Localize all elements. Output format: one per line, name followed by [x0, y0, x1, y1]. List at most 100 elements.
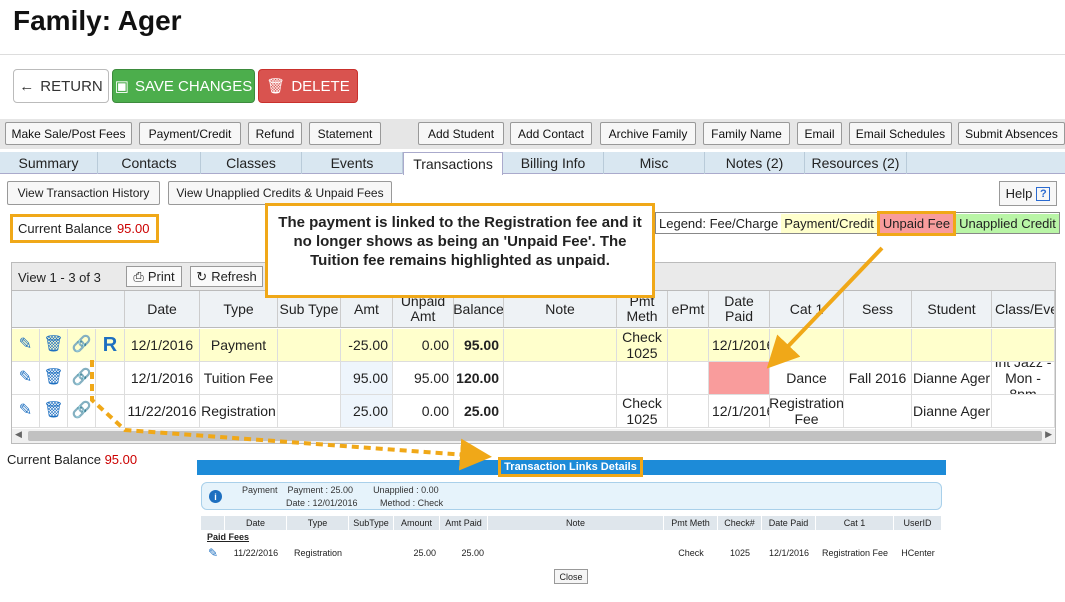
cell-epmt	[668, 329, 709, 362]
help-button[interactable]: Help?	[999, 181, 1057, 206]
cell-subtype	[278, 362, 341, 395]
cell-pmt: Check 1025	[617, 395, 668, 428]
header-sess[interactable]: Sess	[844, 291, 912, 328]
tab-resources[interactable]: Resources (2)	[805, 152, 907, 174]
cell-epmt	[668, 362, 709, 395]
make-sale-button[interactable]: Make Sale/Post Fees	[5, 122, 132, 145]
printer-icon: ⎙	[133, 268, 144, 284]
links-cell-type: Registration	[293, 547, 343, 558]
view-unapplied-credits-button[interactable]: View Unapplied Credits & Unpaid Fees	[168, 181, 392, 205]
legend-unpaid: Unpaid Fee	[876, 210, 957, 236]
links-cell-date: 11/22/2016	[233, 547, 279, 558]
trash-icon: 🗑	[266, 78, 286, 95]
legend-unapplied: Unapplied Credit	[956, 213, 1059, 233]
links-header-cat1: Cat 1	[816, 516, 894, 530]
cell-classev: Int Jazz - Mon - 8pm	[992, 362, 1055, 395]
trash-icon[interactable]: 🗑	[40, 329, 68, 362]
archive-family-button[interactable]: Archive Family	[600, 122, 696, 145]
header-student[interactable]: Student	[912, 291, 992, 328]
link-icon[interactable]: 🔗	[68, 329, 96, 362]
tab-summary[interactable]: Summary	[0, 152, 98, 174]
save-changes-button[interactable]: ▣ SAVE CHANGES	[112, 69, 255, 103]
tab-billing-info[interactable]: Billing Info	[503, 152, 604, 174]
statement-button[interactable]: Statement	[309, 122, 381, 145]
cell-amt: -25.00	[341, 329, 393, 362]
header-date-paid[interactable]: Date Paid	[709, 291, 770, 328]
tab-misc[interactable]: Misc	[604, 152, 705, 174]
header-epmt[interactable]: ePmt	[668, 291, 709, 328]
divider	[0, 54, 1065, 55]
pencil-icon[interactable]: ✎	[12, 362, 40, 395]
cell-unpaid: 0.00	[393, 395, 454, 428]
links-header-pmt-meth: Pmt Meth	[664, 516, 718, 530]
tab-events[interactable]: Events	[302, 152, 403, 174]
payment-credit-button[interactable]: Payment/Credit	[139, 122, 241, 145]
floppy-disk-icon: ▣	[114, 78, 129, 95]
cell-date: 12/1/2016	[125, 329, 200, 362]
trash-icon[interactable]: 🗑	[40, 362, 68, 395]
cell-type: Tuition Fee	[200, 362, 278, 395]
cell-sess	[844, 329, 912, 362]
links-header-amt-paid: Amt Paid	[440, 516, 488, 530]
family-name-button[interactable]: Family Name	[703, 122, 790, 145]
submit-absences-button[interactable]: Submit Absences	[958, 122, 1065, 145]
link-icon[interactable]: 🔗	[68, 362, 96, 395]
header-class-event[interactable]: Class/Event	[992, 291, 1055, 328]
horizontal-scrollbar[interactable]: ◀ ▶	[12, 429, 1055, 443]
links-cell-pmt-meth: Check	[678, 547, 704, 558]
edit-icon[interactable]: ✎	[207, 545, 219, 560]
cell-amt: 95.00	[341, 362, 393, 395]
links-cell-date-paid: 12/1/2016	[768, 547, 810, 558]
tab-notes[interactable]: Notes (2)	[705, 152, 805, 174]
cell-epmt	[668, 395, 709, 428]
links-header-date-paid: Date Paid	[762, 516, 816, 530]
links-header-check: Check#	[718, 516, 762, 530]
cell-note	[504, 329, 617, 362]
current-balance-footer: Current Balance 95.00	[7, 452, 138, 467]
cell-classev	[992, 395, 1055, 428]
add-contact-button[interactable]: Add Contact	[510, 122, 592, 145]
links-cell-check: 1025	[729, 547, 751, 558]
scroll-thumb[interactable]	[28, 431, 1042, 441]
email-schedules-button[interactable]: Email Schedules	[849, 122, 952, 145]
row-flag	[96, 362, 125, 395]
email-button[interactable]: Email	[797, 122, 842, 145]
link-icon[interactable]: 🔗	[68, 395, 96, 428]
close-button[interactable]: Close	[554, 569, 588, 584]
tab-contacts[interactable]: Contacts	[98, 152, 201, 174]
cell-datepaid	[709, 362, 770, 395]
return-button[interactable]: ← RETURN	[13, 69, 109, 103]
refresh-button[interactable]: ↻ Refresh	[190, 266, 263, 287]
tab-transactions[interactable]: Transactions	[403, 152, 503, 175]
cell-type: Registration	[200, 395, 278, 428]
view-transaction-history-button[interactable]: View Transaction History	[7, 181, 160, 205]
pencil-icon[interactable]: ✎	[12, 395, 40, 428]
cell-note	[504, 395, 617, 428]
legend: Legend: Fee/Charge Payment/Credit Unpaid…	[655, 210, 1060, 236]
cell-student	[912, 329, 992, 362]
refund-button[interactable]: Refund	[248, 122, 302, 145]
cell-date: 11/22/2016	[125, 395, 200, 428]
delete-button[interactable]: 🗑 DELETE	[258, 69, 358, 103]
cell-sess	[844, 395, 912, 428]
links-header-type: Type	[287, 516, 349, 530]
header-date[interactable]: Date	[125, 291, 200, 328]
cell-student: Dianne Ager	[912, 362, 992, 395]
cell-unpaid: 0.00	[393, 329, 454, 362]
add-student-button[interactable]: Add Student	[418, 122, 504, 145]
cell-pmt	[617, 362, 668, 395]
links-header-subtype: SubType	[349, 516, 394, 530]
tab-bar: Summary Contacts Classes Events Transact…	[0, 152, 1065, 175]
links-cell-amt-paid: 25.00	[461, 547, 484, 558]
print-button[interactable]: ⎙ Print	[126, 266, 182, 287]
cell-subtype	[278, 329, 341, 362]
cell-unpaid: 95.00	[393, 362, 454, 395]
pencil-icon[interactable]: ✎	[12, 329, 40, 362]
cell-classev	[992, 329, 1055, 362]
header-cat1[interactable]: Cat 1	[770, 291, 844, 328]
cell-sess: Fall 2016	[844, 362, 912, 395]
tab-classes[interactable]: Classes	[201, 152, 302, 174]
links-cell-userid: HCenter	[901, 547, 935, 558]
links-header-date: Date	[225, 516, 287, 530]
trash-icon[interactable]: 🗑	[40, 395, 68, 428]
